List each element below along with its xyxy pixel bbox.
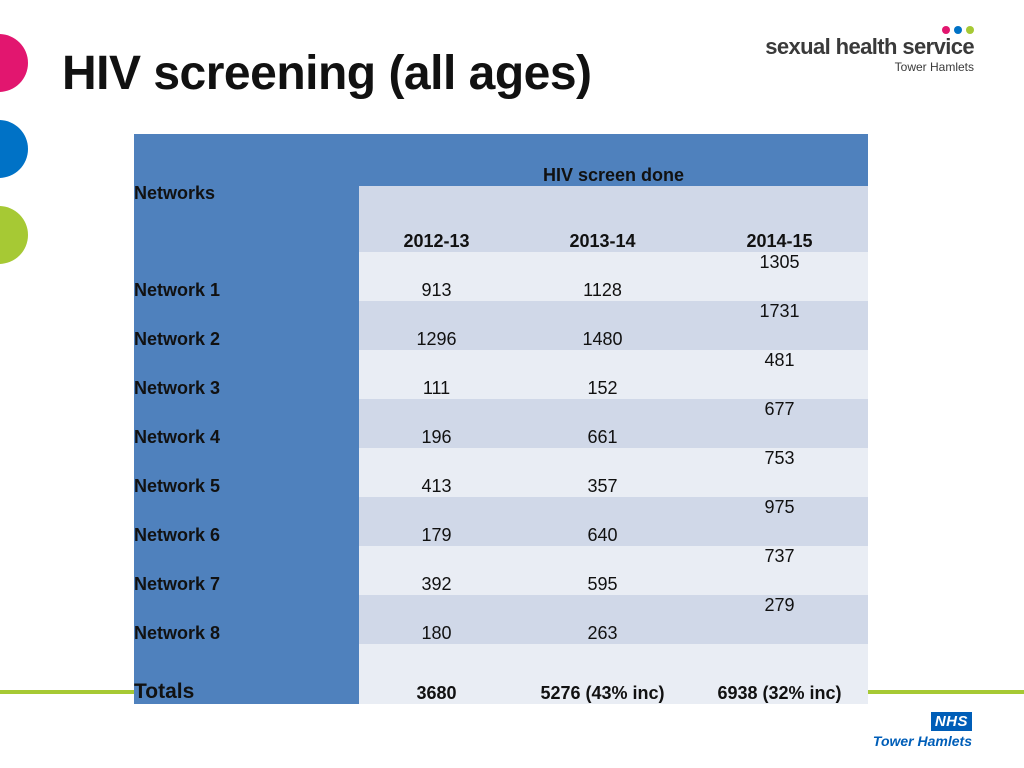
table-row: Network 4 196 661 677 <box>134 399 868 448</box>
total-value: 5276 (43% inc) <box>514 644 691 704</box>
totals-label: Totals <box>134 644 359 704</box>
network-label: Network 1 <box>134 252 359 301</box>
totals-row: Totals 3680 5276 (43% inc) 6938 (32% inc… <box>134 644 868 704</box>
total-value: 3680 <box>359 644 514 704</box>
value-cell: 1731 <box>691 301 868 350</box>
table-row: Network 8 180 263 279 <box>134 595 868 644</box>
networks-header: Networks <box>134 134 359 252</box>
table-row: Network 6 179 640 975 <box>134 497 868 546</box>
sexual-health-service-logo: sexual health service Tower Hamlets <box>754 26 975 78</box>
nhs-badge: NHS <box>930 712 972 731</box>
value-cell: 152 <box>514 350 691 399</box>
value-cell: 180 <box>359 595 514 644</box>
nhs-tower-hamlets-logo: NHS Tower Hamlets <box>852 712 972 752</box>
logo-main-text: sexual health service <box>765 34 974 59</box>
value-cell: 661 <box>514 399 691 448</box>
value-cell: 975 <box>691 497 868 546</box>
decorative-green-circle <box>0 206 28 264</box>
table-row: Network 3 111 152 481 <box>134 350 868 399</box>
logo-sub-text: Tower Hamlets <box>894 60 974 74</box>
value-cell: 111 <box>359 350 514 399</box>
decorative-blue-circle <box>0 120 28 178</box>
network-label: Network 2 <box>134 301 359 350</box>
year-header-2014-15: 2014-15 <box>691 186 868 252</box>
network-label: Network 6 <box>134 497 359 546</box>
value-cell: 263 <box>514 595 691 644</box>
value-cell: 1305 <box>691 252 868 301</box>
value-cell: 481 <box>691 350 868 399</box>
value-cell: 1480 <box>514 301 691 350</box>
table-row: Network 2 1296 1480 1731 <box>134 301 868 350</box>
network-label: Network 8 <box>134 595 359 644</box>
value-cell: 737 <box>691 546 868 595</box>
logo-dot-green <box>966 26 974 34</box>
slide-title: HIV screening (all ages) <box>62 47 592 100</box>
hiv-screening-table: Networks HIV screen done 2012-13 2013-14… <box>134 134 868 704</box>
year-header-2012-13: 2012-13 <box>359 186 514 252</box>
network-label: Network 4 <box>134 399 359 448</box>
value-cell: 640 <box>514 497 691 546</box>
value-cell: 179 <box>359 497 514 546</box>
value-cell: 1296 <box>359 301 514 350</box>
network-label: Network 3 <box>134 350 359 399</box>
table-row: Network 1 913 1128 1305 <box>134 252 868 301</box>
logo-dot-pink <box>942 26 950 34</box>
year-header-2013-14: 2013-14 <box>514 186 691 252</box>
value-cell: 595 <box>514 546 691 595</box>
value-cell: 196 <box>359 399 514 448</box>
decorative-pink-circle <box>0 34 28 92</box>
total-value: 6938 (32% inc) <box>691 644 868 704</box>
table-row: Network 7 392 595 737 <box>134 546 868 595</box>
value-cell: 279 <box>691 595 868 644</box>
hiv-screen-done-header: HIV screen done <box>359 134 868 186</box>
value-cell: 753 <box>691 448 868 497</box>
value-cell: 1128 <box>514 252 691 301</box>
network-label: Network 5 <box>134 448 359 497</box>
network-label: Network 7 <box>134 546 359 595</box>
value-cell: 392 <box>359 546 514 595</box>
value-cell: 677 <box>691 399 868 448</box>
value-cell: 913 <box>359 252 514 301</box>
nhs-sub-text: Tower Hamlets <box>872 733 972 749</box>
value-cell: 357 <box>514 448 691 497</box>
logo-dots-icon <box>942 26 974 34</box>
green-divider-right <box>868 690 1024 694</box>
logo-dot-blue <box>954 26 962 34</box>
green-divider-left <box>0 690 134 694</box>
table-row: Network 5 413 357 753 <box>134 448 868 497</box>
value-cell: 413 <box>359 448 514 497</box>
